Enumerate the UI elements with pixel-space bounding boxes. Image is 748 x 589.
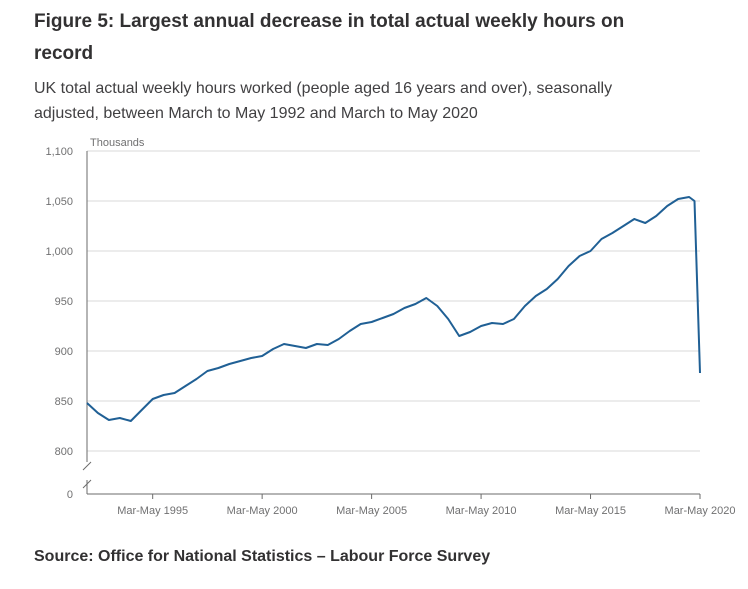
y-axis-unit-label: Thousands <box>90 137 145 149</box>
y-tick-label: 950 <box>55 296 73 308</box>
line-chart: 1,100 1,050 1,000 950 900 850 800 0 Thousands Mar… <box>45 137 736 517</box>
y-tick-label: 1,050 <box>45 196 73 208</box>
y-tick-label: 0 <box>67 489 73 501</box>
y-tick-label: 1,000 <box>45 246 73 258</box>
axis-break-mark <box>82 479 92 489</box>
y-tick-label: 900 <box>55 346 73 358</box>
series-line-weekly-hours <box>86 196 701 422</box>
x-tick-label: Mar-May 2015 <box>555 505 626 517</box>
x-tick-label: Mar-May 2010 <box>446 505 517 517</box>
x-tick-label: Mar-May 2020 <box>665 505 736 517</box>
chart-title: Figure 5: Largest annual decrease in tot… <box>34 11 625 64</box>
axis-break-mark <box>82 461 92 471</box>
source-note: Source: Office for National Statistics –… <box>34 548 491 565</box>
x-tick-label: Mar-May 2005 <box>336 505 407 517</box>
y-tick-label: 850 <box>55 396 73 408</box>
x-tick-label: Mar-May 2000 <box>227 505 298 517</box>
chart-subtitle: UK total actual weekly hours worked (peo… <box>34 80 613 122</box>
y-tick-label: 1,100 <box>45 146 73 158</box>
x-tick-label: Mar-May 1995 <box>117 505 188 517</box>
y-tick-label: 800 <box>55 446 73 458</box>
